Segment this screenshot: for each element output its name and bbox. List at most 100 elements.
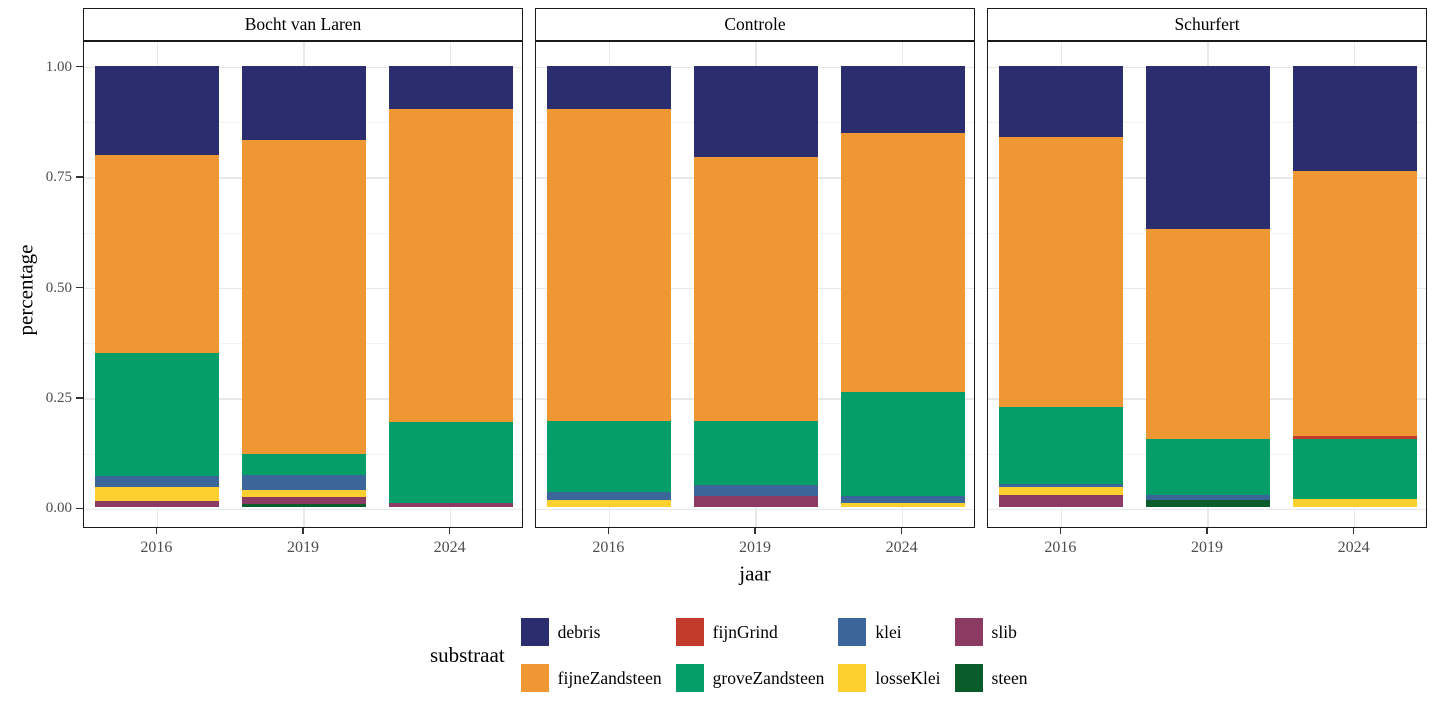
y-tick-label: 0.75 [45, 169, 72, 186]
x-tick-label: 2016 [592, 539, 625, 556]
legend-key-swatch [520, 664, 549, 692]
y-tick-label: 0.25 [45, 389, 72, 406]
bar-segment-groveZandsteen [1292, 438, 1417, 499]
legend-item-label: losseKlei [875, 667, 941, 688]
bar-segment-slib [694, 495, 818, 508]
y-tick-label: 1.00 [45, 58, 72, 75]
legend-item: fijnGrind [675, 618, 831, 646]
stacked-bar [999, 65, 1124, 508]
bar-segment-losseKlei [840, 502, 965, 508]
x-tick-label: 2024 [885, 539, 918, 556]
major-gridline [988, 508, 1426, 511]
legend-item-label: debris [557, 621, 601, 642]
facet-strip-label: Schurfert [1174, 14, 1240, 34]
bar-segment-klei [95, 475, 220, 488]
x-tick-mark [754, 528, 756, 534]
bar-segment-fijneZandsteen [694, 156, 818, 422]
legend-item-label: groveZandsteen [712, 667, 825, 688]
bar-segment-klei [242, 475, 366, 490]
stacked-bar [242, 65, 366, 508]
legend-item: losseKlei [838, 664, 946, 692]
legend-item: debris [520, 618, 668, 646]
facet-panel [535, 41, 975, 528]
y-tick-mark [76, 507, 83, 510]
x-tick-label: 2024 [433, 539, 466, 556]
bar-segment-groveZandsteen [388, 421, 513, 503]
bar-segment-klei [694, 484, 818, 496]
y-tick-label: 0.50 [45, 279, 72, 296]
stacked-bar [1146, 65, 1270, 508]
major-gridline [84, 508, 522, 511]
legend-key-swatch [520, 618, 549, 646]
legend-item-label: slib [991, 621, 1017, 642]
x-tick-label: 2019 [1191, 539, 1223, 556]
bar-segment-groveZandsteen [999, 406, 1124, 484]
bar-segment-groveZandsteen [242, 453, 366, 476]
bar-segment-debris [1292, 65, 1417, 172]
bar-segment-klei [840, 496, 965, 503]
bar-segment-slib [95, 501, 220, 508]
legend-title: substraat [430, 642, 505, 667]
bar-segment-debris [840, 65, 965, 133]
facet-strip: Controle [535, 8, 975, 41]
bar-segment-debris [388, 65, 513, 109]
facet-strip: Schurfert [987, 8, 1427, 41]
bar-segment-steen [1146, 500, 1270, 508]
bar-segment-losseKlei [242, 489, 366, 498]
legend-key-swatch [954, 664, 983, 692]
legend-item: steen [954, 664, 1034, 692]
legend-key-swatch [675, 664, 704, 692]
bar-segment-groveZandsteen [694, 421, 818, 485]
x-tick-label: 2016 [1044, 539, 1077, 556]
bar-segment-groveZandsteen [840, 392, 965, 497]
bar-segment-fijneZandsteen [999, 137, 1124, 407]
bar-segment-groveZandsteen [547, 421, 672, 493]
bar-segment-debris [547, 65, 672, 109]
stacked-bar [95, 65, 220, 508]
legend-grid: debris fijneZandsteen fijnGrind groveZandst… [520, 618, 1034, 692]
legend-item-label: steen [991, 667, 1028, 688]
y-tick-label: 0.00 [45, 500, 72, 517]
x-tick-mark [1059, 528, 1062, 534]
bar-segment-fijneZandsteen [388, 108, 513, 422]
bar-segment-losseKlei [547, 500, 672, 508]
y-tick-mark [76, 286, 83, 289]
facet-strip-label: Bocht van Laren [244, 14, 362, 34]
facet-strip: Bocht van Laren [83, 8, 523, 41]
stacked-bar [388, 65, 513, 508]
legend-key-swatch [838, 618, 867, 646]
bar-segment-slib [999, 494, 1124, 508]
bar-segment-losseKlei [95, 487, 220, 502]
bar-segment-steen [242, 504, 366, 508]
bar-segment-debris [95, 65, 220, 156]
y-tick-mark [76, 65, 83, 68]
major-gridline [536, 508, 974, 511]
bar-segment-losseKlei [1292, 498, 1417, 508]
legend-item-label: fijneZandsteen [557, 667, 662, 688]
bar-segment-groveZandsteen [95, 352, 220, 476]
bar-segment-fijneZandsteen [1146, 228, 1270, 439]
facet-panel [987, 41, 1427, 528]
bar-segment-klei [999, 483, 1124, 487]
x-tick-mark [900, 528, 903, 534]
bar-segment-debris [242, 65, 366, 140]
legend-item: slib [954, 618, 1034, 646]
legend-item: fijneZandsteen [520, 664, 668, 692]
bar-segment-fijnGrind [1292, 436, 1417, 439]
x-tick-label: 2019 [739, 539, 771, 556]
stacked-bar [840, 65, 965, 508]
bar-segment-fijneZandsteen [547, 108, 672, 422]
bar-segment-debris [999, 65, 1124, 138]
x-tick-label: 2016 [140, 539, 173, 556]
x-tick-mark [1206, 528, 1208, 534]
legend-key-swatch [838, 664, 867, 692]
bar-segment-klei [1146, 495, 1270, 501]
bar-segment-fijneZandsteen [242, 139, 366, 454]
bar-segment-klei [547, 492, 672, 501]
bar-segment-losseKlei [999, 486, 1124, 495]
bar-segment-fijneZandsteen [95, 155, 220, 353]
legend-item-label: klei [875, 621, 902, 642]
stacked-bar [547, 65, 672, 508]
facet-panel [83, 41, 523, 528]
